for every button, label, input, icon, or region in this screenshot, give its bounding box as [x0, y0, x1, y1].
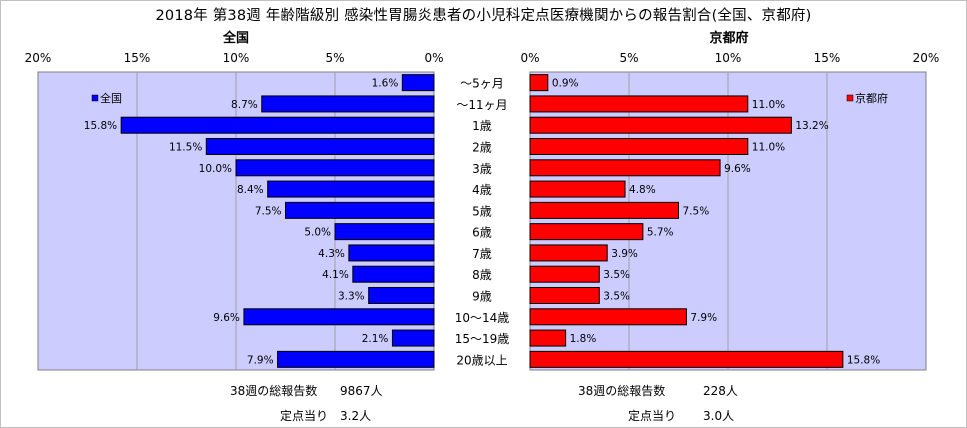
left-bar — [243, 308, 435, 326]
right-bar — [529, 308, 687, 326]
right-bar — [529, 180, 626, 198]
right-bar-data-label: 13.2% — [795, 120, 828, 132]
left-bar-data-label: 8.7% — [231, 99, 258, 111]
left-bar — [205, 138, 435, 155]
left-x-tick-label: 0% — [424, 51, 443, 65]
right-bar-data-label: 9.6% — [724, 163, 751, 175]
right-bar-data-label: 5.7% — [647, 227, 674, 239]
category-label: 2歳 — [472, 141, 492, 155]
left-bar-data-label: 7.5% — [255, 205, 282, 217]
category-label: 15～19歳 — [455, 332, 510, 346]
category-label: ～5ヶ月 — [460, 77, 504, 91]
right-legend-swatch — [846, 94, 854, 102]
right-bar — [529, 95, 749, 113]
category-label: 4歳 — [472, 183, 492, 197]
right-bar-data-label: 3.9% — [611, 248, 638, 260]
right-bar — [529, 329, 567, 347]
right-bar — [529, 265, 600, 283]
right-bar-data-label: 11.0% — [752, 142, 785, 154]
category-label: 5歳 — [472, 204, 492, 218]
right-x-tick-label: 15% — [814, 51, 841, 65]
left-bar — [285, 201, 435, 219]
right-x-tick-label: 0% — [520, 51, 539, 65]
left-legend-swatch — [91, 94, 99, 102]
right-bar — [529, 223, 644, 241]
left-bar-data-label: 4.3% — [318, 248, 345, 260]
right-bar — [529, 201, 679, 219]
right-panel-title: 京都府 — [709, 31, 749, 46]
category-label: 7歳 — [472, 247, 492, 261]
left-x-tick-label: 5% — [325, 51, 344, 65]
right-bar-data-label: 7.9% — [690, 312, 717, 324]
category-label: ～11ヶ月 — [456, 98, 507, 112]
left-bar-data-label: 10.0% — [199, 163, 232, 175]
left-total-label: 38週の総報告数 — [230, 384, 318, 398]
right-bar — [529, 287, 600, 304]
left-legend-label: 全国 — [100, 91, 122, 105]
right-x-tick-label: 5% — [619, 51, 638, 65]
right-total-label: 38週の総報告数 — [578, 384, 666, 398]
right-bar-data-label: 0.9% — [552, 78, 579, 90]
right-bar-data-label: 3.5% — [603, 291, 630, 303]
right-legend-label: 京都府 — [855, 91, 888, 105]
right-bar-data-label: 4.8% — [629, 184, 656, 196]
left-panel-title: 全国 — [222, 31, 250, 46]
right-bar — [529, 244, 608, 262]
left-bar — [401, 74, 435, 92]
left-bar-data-label: 3.3% — [338, 291, 365, 303]
right-bar — [529, 116, 792, 134]
chart-title: 2018年 第38週 年齢階級別 感染性胃腸炎患者の小児科定点医療機関からの報告… — [155, 8, 812, 24]
left-per-label: 定点当り — [280, 409, 329, 423]
right-x-tick-label: 20% — [913, 51, 940, 65]
right-bar — [529, 350, 844, 368]
left-bar — [391, 329, 435, 347]
right-x-tick-label: 10% — [715, 51, 742, 65]
left-bar-data-label: 15.8% — [84, 120, 117, 132]
left-x-tick-label: 15% — [124, 51, 151, 65]
left-bar-data-label: 1.6% — [372, 78, 399, 90]
right-bar-data-label: 7.5% — [683, 205, 710, 217]
left-total-value: 9867人 — [340, 384, 383, 398]
right-bar-data-label: 15.8% — [847, 354, 880, 366]
left-per-value: 3.2人 — [340, 409, 372, 423]
left-bar-data-label: 11.5% — [169, 142, 202, 154]
left-bar — [235, 159, 435, 177]
left-x-tick-label: 20% — [25, 51, 52, 65]
category-label: 10～14歳 — [455, 311, 510, 325]
left-bar — [352, 265, 435, 283]
right-total-value: 228人 — [703, 384, 738, 398]
left-bar — [334, 223, 435, 241]
right-bar — [529, 159, 721, 177]
left-x-tick-label: 10% — [223, 51, 250, 65]
right-bar-data-label: 3.5% — [603, 269, 630, 281]
right-bar — [529, 138, 749, 155]
left-bar-data-label: 9.6% — [213, 312, 240, 324]
left-bar-data-label: 5.0% — [304, 227, 331, 239]
left-bar — [277, 350, 435, 368]
left-bar-data-label: 7.9% — [247, 354, 274, 366]
right-bar — [529, 74, 549, 92]
left-bar-data-label: 4.1% — [322, 269, 349, 281]
category-label: 8歳 — [472, 268, 492, 282]
left-bar — [348, 244, 435, 262]
category-label: 6歳 — [472, 226, 492, 240]
left-bar-data-label: 8.4% — [237, 184, 264, 196]
right-per-value: 3.0人 — [703, 409, 735, 423]
left-bar — [120, 116, 435, 134]
left-bar — [261, 95, 435, 113]
category-label: 20歳以上 — [456, 353, 507, 367]
category-label: 9歳 — [472, 290, 492, 304]
left-bar — [368, 287, 435, 304]
left-bar-data-label: 2.1% — [362, 333, 389, 345]
category-label: 3歳 — [472, 162, 492, 176]
right-per-label: 定点当り — [628, 409, 677, 423]
right-bar-data-label: 11.0% — [752, 99, 785, 111]
right-bar-data-label: 1.8% — [570, 333, 597, 345]
left-bar — [267, 180, 435, 198]
category-label: 1歳 — [472, 119, 492, 133]
